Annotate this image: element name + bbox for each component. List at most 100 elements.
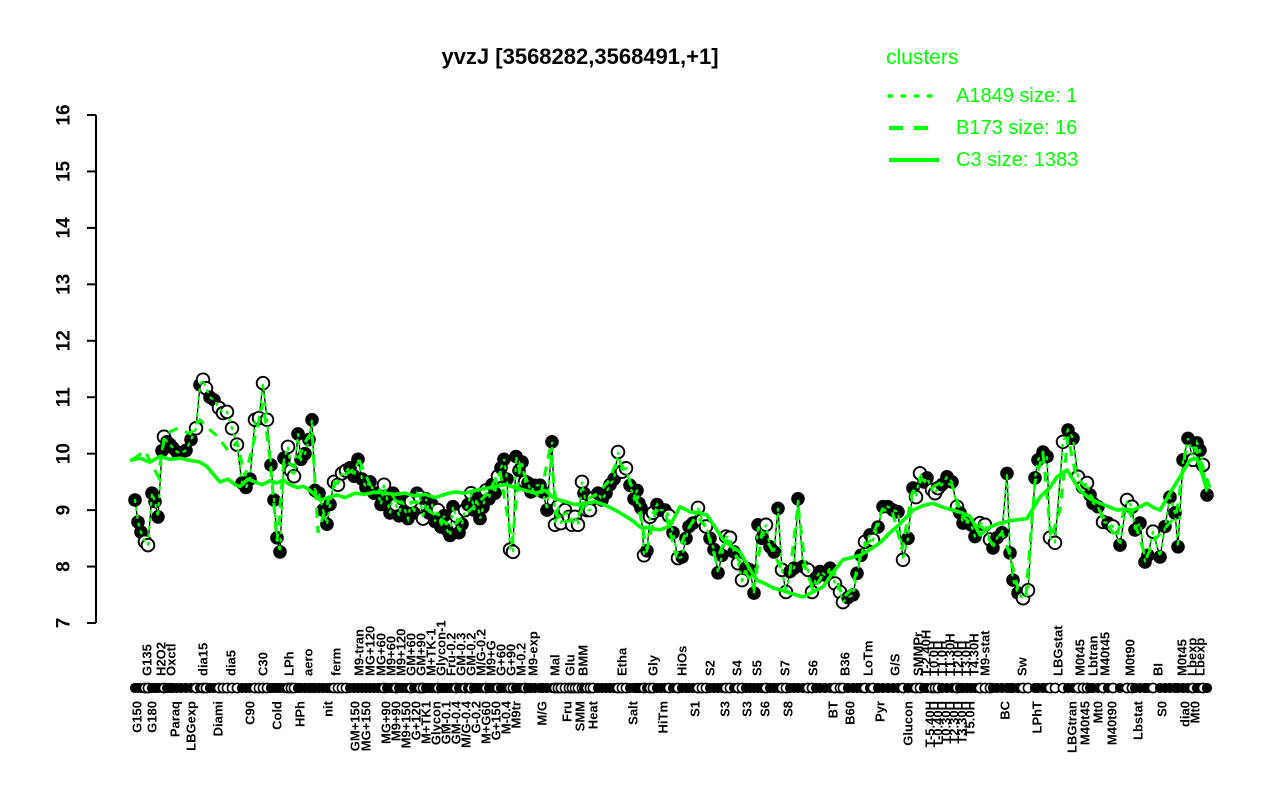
sample-point-open (286, 468, 302, 484)
x-label-top: M/G-0.2 (474, 629, 489, 676)
x-label-bottom: S0 (1155, 701, 1170, 717)
x-label-bottom: M40t90 (1105, 701, 1120, 745)
x-label-bottom: M9tr (509, 701, 524, 728)
y-tick-label: 10 (54, 443, 75, 464)
x-label-top: MG+120 (363, 626, 378, 676)
x-label-top: T1.30H (943, 633, 958, 676)
x-label-bottom: C90 (243, 701, 258, 725)
x-label-bottom: MG+150 (359, 701, 374, 751)
x-label-bottom: T2.30H (947, 701, 962, 744)
x-label-top: Etha (615, 647, 630, 676)
x-label-bottom: M/G-0.4 (459, 700, 474, 748)
x-label-bottom: G+150 (489, 701, 504, 740)
x-label-top: Gly (646, 654, 661, 676)
y-tick-label: 8 (54, 561, 75, 572)
x-label-top: aero (301, 648, 316, 676)
x-label-top: S2 (703, 660, 718, 676)
x-label-bottom: GM-0.4 (449, 700, 464, 744)
x-label-top: S6 (806, 660, 821, 676)
x-label-bottom: G150 (130, 701, 145, 733)
x-label-top: M+TK-1 (424, 629, 439, 676)
x-label-top: G+60 (494, 644, 509, 676)
cluster-B173-dashed-line (132, 402, 1212, 601)
x-label-top: M9-tran (352, 629, 367, 676)
x-label-bottom: Glucon (901, 701, 916, 746)
x-label-bottom: M+TK1 (419, 701, 434, 744)
x-label-bottom: Pyr (873, 701, 888, 722)
x-label-top: C30 (256, 652, 271, 676)
x-label-top: GM-0.2 (464, 633, 479, 676)
x-label-bottom: S8 (781, 701, 796, 717)
x-label-top: M9-stat (978, 630, 993, 676)
sample-point-open (570, 517, 586, 533)
legend-title: clusters (886, 46, 959, 69)
x-label-top: M9-exp (526, 631, 541, 676)
x-label-bottom: Fru (560, 701, 575, 722)
dashed-line-icon (889, 125, 939, 131)
x-label-top: Lbexp (1185, 638, 1200, 676)
legend-label: C3 size: 1383 (956, 148, 1079, 171)
x-label-bottom: GM-0.1 (439, 701, 454, 744)
x-label-bottom: SMM (573, 701, 588, 731)
x-label-bottom: G-0.2 (469, 701, 484, 734)
x-label-bottom: T-5.40H (923, 701, 938, 747)
x-label-bottom: Lbstat (1131, 700, 1146, 740)
y-tick-label: 16 (54, 104, 75, 125)
legend-label: A1849 size: 1 (956, 84, 1078, 107)
x-label-top: Lbexp (1193, 638, 1208, 676)
x-label-top: H2O2 (154, 642, 169, 676)
x-label-bottom: nit (321, 700, 336, 717)
dotted-line-icon (887, 94, 941, 98)
legend-item-C3: C3 size: 1383 (886, 144, 1078, 176)
sample-point-filled (320, 517, 334, 532)
x-label-top: Glycon-1 (434, 620, 449, 676)
x-label-top: GM-0.3 (454, 633, 469, 676)
x-label-top: M9+60 (384, 636, 399, 676)
x-label-bottom: S3 (718, 701, 733, 717)
x-label-top: M0t45 (1175, 639, 1190, 676)
y-tick-label: 7 (54, 618, 75, 629)
x-label-top: LoTm (861, 641, 876, 676)
sample-point-filled (1113, 538, 1127, 552)
x-label-bottom: M+G60 (479, 701, 494, 744)
x-label-bottom: GM+150 (348, 701, 363, 751)
sample-point-open (895, 552, 911, 568)
x-label-top: dia15 (196, 643, 211, 676)
x-label-top: T3.0H (959, 641, 974, 676)
x-label-bottom: LPhT (1030, 701, 1045, 734)
x-label-bottom: G+120 (409, 701, 424, 740)
y-tick-label: 15 (54, 160, 75, 182)
chart-title: yvzJ [3568282,3568491,+1] (441, 44, 719, 69)
x-label-top: Oxctl (164, 643, 179, 676)
x-label-bottom: S3 (740, 701, 755, 717)
x-label-bottom: Paraq (168, 701, 183, 737)
x-label-bottom: MG+90 (379, 701, 394, 744)
x-label-top: M9+120 (394, 629, 409, 676)
x-label-top: GM+90 (414, 633, 429, 676)
x-label-top: LPh (282, 651, 297, 676)
x-label-top: Glu (563, 654, 578, 676)
x-label-bottom: dia0 (1178, 701, 1193, 727)
x-label-top: Lbtran (1086, 636, 1101, 677)
x-label-top: G/S (888, 653, 903, 676)
x-label-top: ferm (329, 648, 344, 676)
x-label-bottom: Diami (211, 701, 226, 736)
x-label-bottom: M9+90 (389, 701, 404, 741)
y-tick-label: 11 (54, 387, 75, 408)
x-label-top: HiOs (675, 646, 690, 676)
legend: clusters A1849 size: 1 B173 size: 16 C3 … (886, 46, 1078, 176)
y-tick-label: 12 (54, 330, 75, 351)
x-label-bottom: LBGtran (1065, 701, 1080, 753)
x-label-top: G135 (140, 644, 155, 676)
x-label-top: dia5 (224, 650, 239, 676)
x-label-bottom: S1 (688, 701, 703, 717)
x-label-bottom: T-0.40H (931, 701, 946, 747)
x-label-bottom: Mt0 (1188, 701, 1203, 723)
y-tick-label: 13 (54, 274, 75, 295)
x-label-bottom: T0.30H (939, 701, 954, 744)
x-label-bottom: Glycon (429, 701, 444, 745)
x-label-top: SMMPr (911, 632, 926, 676)
legend-item-A1849: A1849 size: 1 (886, 80, 1078, 112)
x-label-top: T-2.40H (919, 630, 934, 676)
